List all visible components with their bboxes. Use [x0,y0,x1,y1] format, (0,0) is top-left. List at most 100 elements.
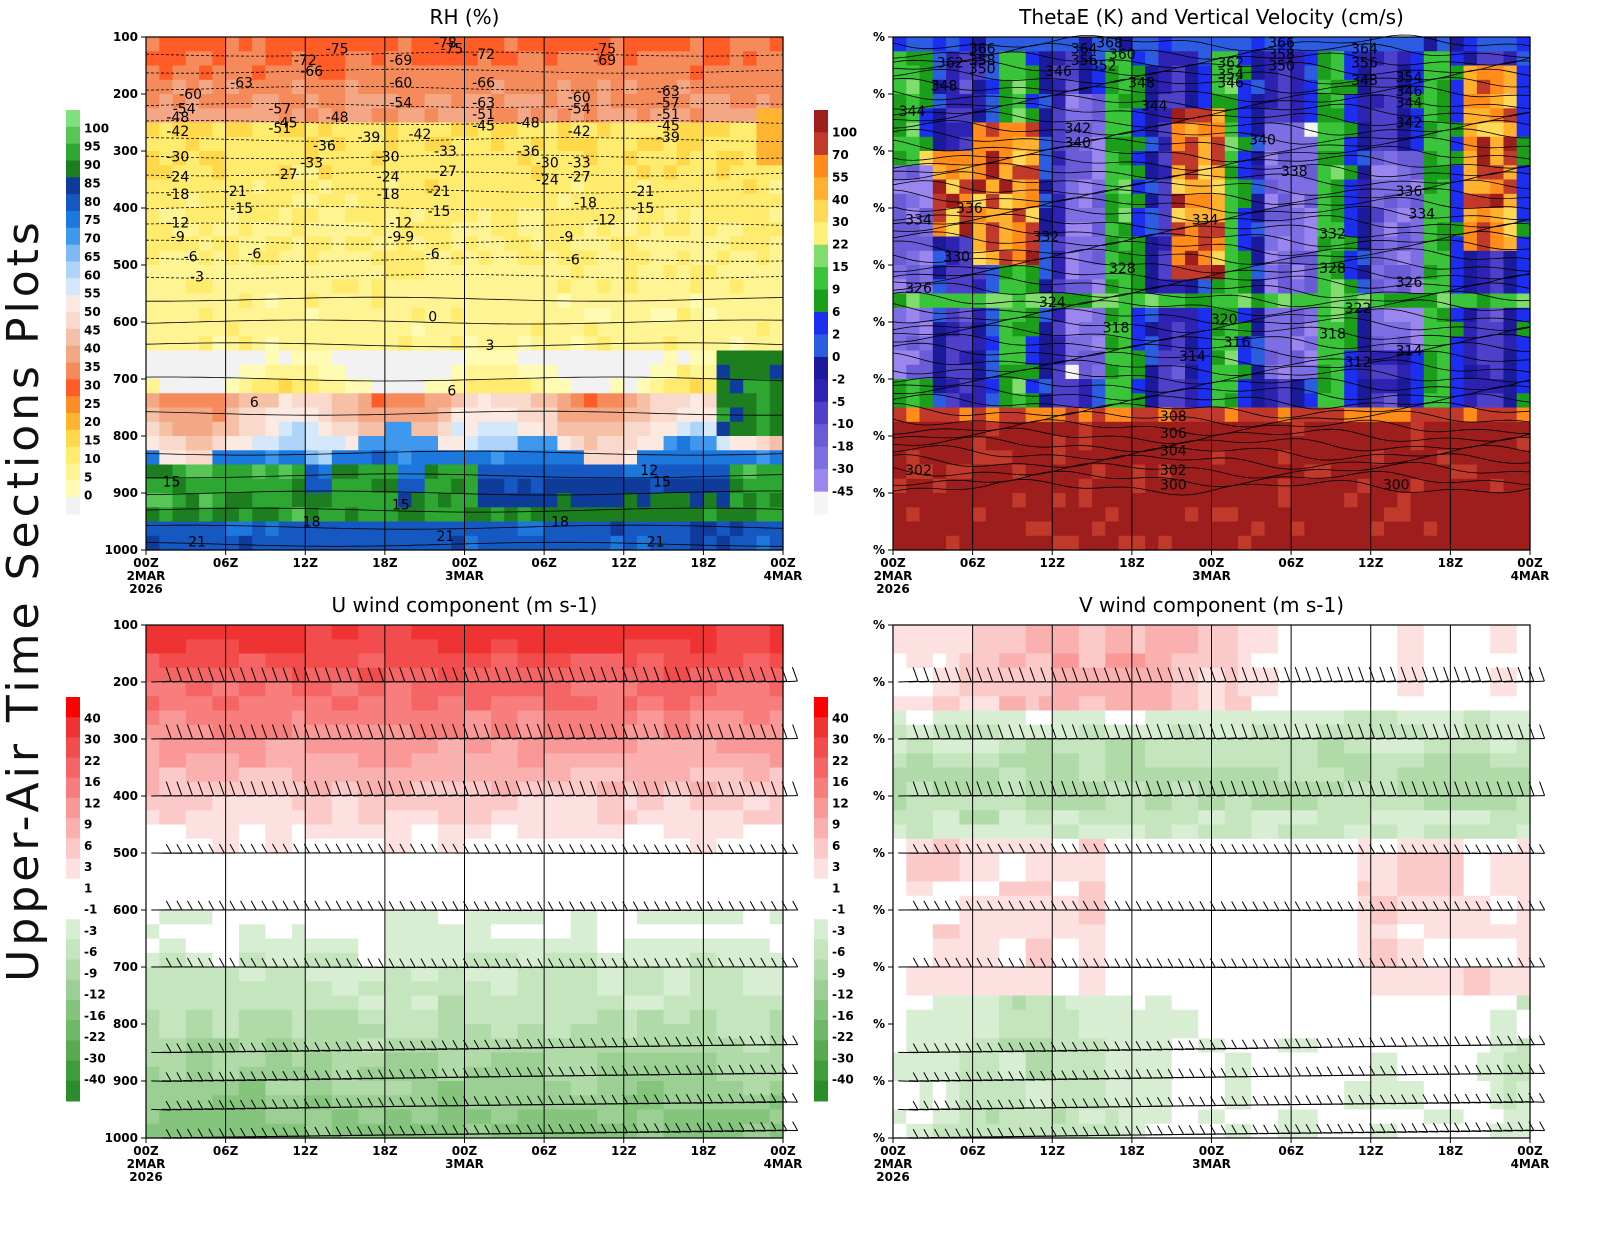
heatmap-cell [305,393,320,409]
heatmap-cell [729,493,744,508]
heatmap-cell [570,521,585,537]
heatmap-cell [199,895,213,911]
heatmap-cell [663,250,678,266]
heatmap-cell [358,696,373,712]
heatmap-cell [906,94,921,109]
heatmap-cell [358,136,373,152]
heatmap-cell [1118,407,1133,423]
heatmap-cell [1025,450,1040,466]
heatmap-cell [199,938,213,954]
heatmap-cell [530,179,545,195]
heatmap-cell [1304,507,1319,523]
heatmap-cell [1304,65,1319,81]
heatmap-cell [530,924,545,940]
heatmap-cell [411,364,426,380]
heatmap-cell [530,710,545,726]
heatmap-cell [384,393,399,409]
heatmap-cell [769,179,784,195]
heatmap-cell [1503,165,1518,181]
heatmap-cell [1118,521,1133,537]
heatmap-cell [252,1024,267,1039]
heatmap-cell [1330,193,1345,209]
heatmap-cell [1463,79,1478,95]
heatmap-cell [1291,521,1305,537]
heatmap-cell [1105,37,1120,52]
heatmap-cell [1264,236,1279,252]
heatmap-cell [265,696,280,712]
heatmap-cell [265,236,280,252]
heatmap-cell [623,336,638,352]
heatmap-cell [517,853,532,868]
heatmap-cell [225,393,240,409]
heatmap-cell [1437,208,1451,223]
heatmap-cell [1224,65,1239,81]
contour-label: -24 [166,170,189,186]
heatmap-cell [384,293,399,309]
heatmap-cell [1264,279,1279,295]
heatmap-cell [172,1081,187,1096]
heatmap-cell [1052,322,1067,337]
heatmap-cell [517,265,532,280]
heatmap-cell [1105,350,1120,366]
heatmap-cell [252,867,267,883]
heatmap-cell [756,478,771,494]
contour-line [145,68,784,74]
heatmap-cell [424,122,439,138]
heatmap-cell [318,450,333,466]
heatmap-cell [610,208,625,223]
heatmap-cell [1092,478,1106,494]
heatmap-cell [1437,265,1451,280]
panel-title: ThetaE (K) and Vertical Velocity (cm/s) [1018,5,1404,29]
heatmap-cell [932,450,947,466]
heatmap-cell [411,265,426,280]
heatmap-cell [769,421,784,437]
heatmap-cell [544,493,558,508]
heatmap-cell [504,364,519,380]
heatmap-cell [1052,94,1067,109]
heatmap-cell [451,179,466,195]
heatmap-cell [1224,307,1239,323]
heatmap-cell [305,521,320,537]
heatmap-cell [716,193,731,209]
heatmap-cell [172,696,187,712]
heatmap-cell [1344,136,1359,152]
heatmap-cell [438,250,452,266]
heatmap-cell [1291,322,1305,337]
heatmap-cell [1171,307,1186,323]
heatmap-cell [398,222,412,238]
heatmap-cell [1198,94,1213,109]
heatmap-cell [384,682,399,697]
heatmap-cell [1357,222,1372,238]
heatmap-cell [345,493,359,508]
heatmap-cell [1224,493,1239,508]
heatmap-cell [1039,379,1053,394]
heatmap-cell [583,51,598,67]
heatmap-cell [438,350,452,366]
heatmap-cell [676,379,691,394]
heatmap-cell [146,753,160,769]
heatmap-cell [1397,507,1412,523]
heatmap-cell [1224,364,1239,380]
heatmap-cell [906,236,921,252]
heatmap-cell [491,1038,505,1054]
heatmap-cell [530,208,545,223]
heatmap-cell [265,1024,280,1039]
heatmap-cell [345,108,359,124]
heatmap-cell [318,639,333,655]
colorbar-label: 30 [84,379,101,393]
heatmap-cell [265,493,280,508]
heatmap-cell [199,810,213,826]
heatmap-cell [946,151,960,166]
heatmap-cell [199,364,213,380]
contour-label: -21 [428,184,451,200]
heatmap-cell [265,981,280,997]
heatmap-cell [265,136,280,152]
heatmap-cell [358,179,373,195]
heatmap-cell [1065,265,1080,280]
heatmap-cell [1344,151,1359,166]
heatmap-cell [212,108,227,124]
colorbar-swatch [66,413,80,431]
heatmap-cell [1198,165,1213,181]
heatmap-cell [491,322,505,337]
heatmap-cell [544,307,558,323]
